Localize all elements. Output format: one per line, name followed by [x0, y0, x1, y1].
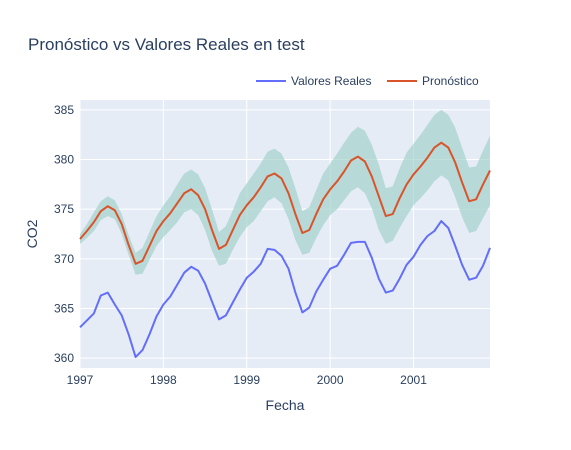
- y-tick-label: 380: [54, 153, 74, 167]
- legend-item-valores-reales[interactable]: Valores Reales: [256, 74, 371, 88]
- y-tick-label: 375: [54, 202, 74, 216]
- legend-label-pronostico: Pronóstico: [422, 74, 479, 88]
- y-tick-label: 360: [54, 351, 74, 365]
- legend-label-valores-reales: Valores Reales: [291, 74, 371, 88]
- x-tick-label: 1998: [150, 373, 177, 387]
- legend-item-pronostico[interactable]: Pronóstico: [387, 74, 479, 88]
- x-tick-label: 1999: [233, 373, 260, 387]
- series-layer: [79, 141, 491, 359]
- confidence-band-area: [80, 109, 490, 275]
- x-axis-ticks: 1997 1998 1999 2000 2001: [67, 373, 428, 387]
- confidence-band: [80, 109, 490, 275]
- chart-title: Pronóstico vs Valores Reales en test: [28, 35, 305, 54]
- y-tick-label: 385: [54, 103, 74, 117]
- series-line-pronostico: [79, 141, 491, 265]
- x-tick-label: 2001: [400, 373, 427, 387]
- x-tick-label: 2000: [317, 373, 344, 387]
- y-axis-ticks: 360 365 370 375 380 385: [54, 103, 74, 365]
- y-tick-label: 365: [54, 301, 74, 315]
- x-tick-label: 1997: [67, 373, 94, 387]
- y-tick-label: 370: [54, 252, 74, 266]
- x-axis-title: Fecha: [266, 397, 305, 413]
- series-line-valores-reales: [79, 220, 491, 359]
- y-axis-title: CO2: [24, 219, 40, 248]
- legend[interactable]: Valores Reales Pronóstico: [256, 74, 479, 88]
